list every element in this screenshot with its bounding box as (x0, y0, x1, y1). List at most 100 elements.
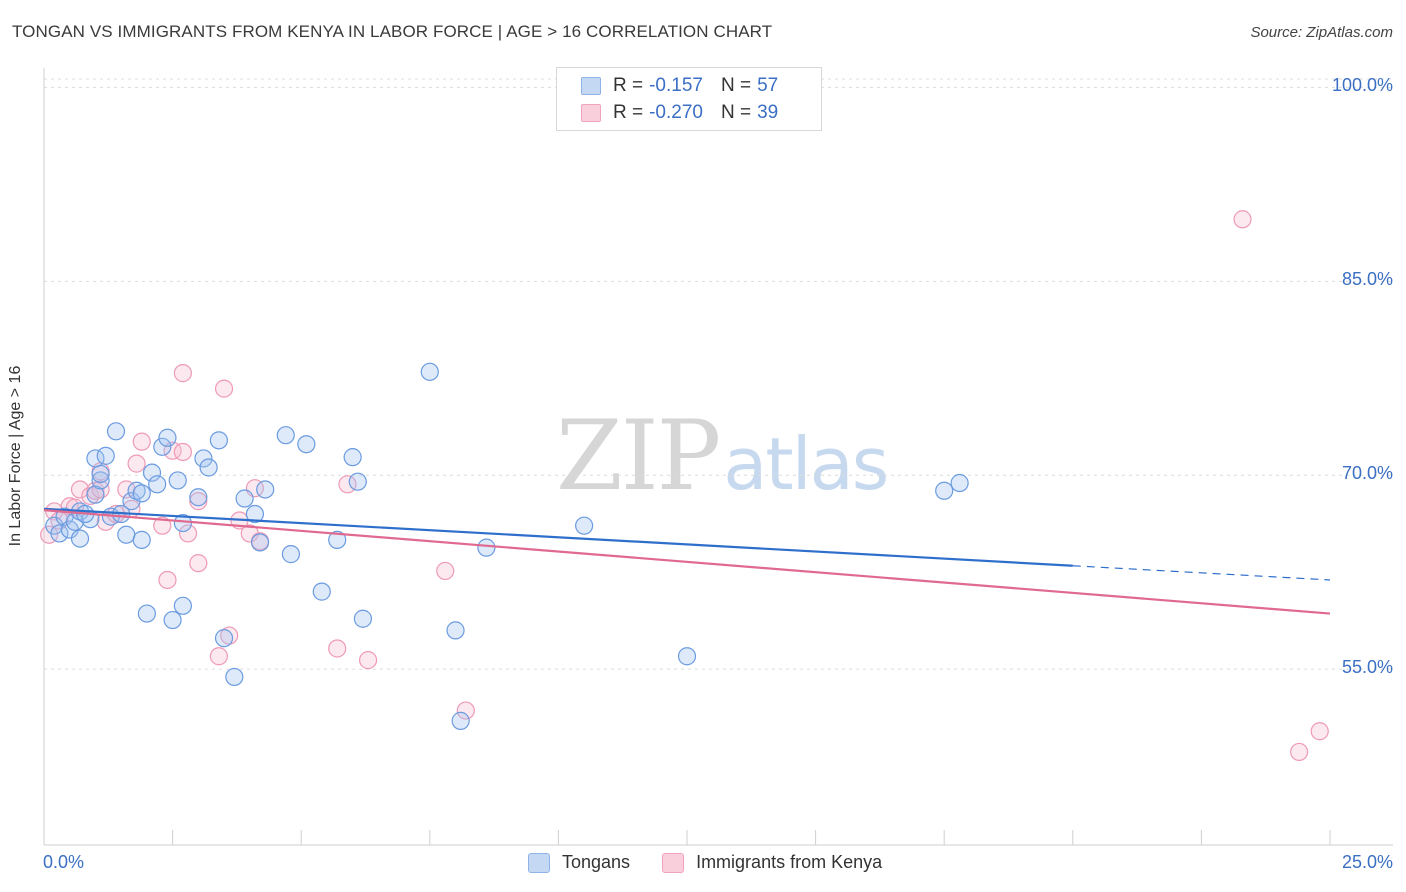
kenya-point (127, 454, 146, 473)
y-tick-label: 85.0% (1341, 269, 1393, 290)
tongans-point (173, 596, 192, 615)
kenya-point (436, 561, 455, 581)
tongans-point (935, 481, 954, 500)
kenya-point (1310, 722, 1329, 741)
tongans-point (281, 545, 301, 564)
tongans-point (312, 582, 331, 601)
kenya-point (456, 701, 475, 720)
y-tick-label: 100.0% (1331, 75, 1393, 96)
tongans-point (86, 449, 105, 468)
tongans-point (256, 480, 275, 499)
tongans-point (86, 485, 105, 504)
series-legend: Tongans Immigrants from Kenya (528, 852, 914, 873)
tongans-point (235, 489, 254, 508)
x-tick-label-min: 0.0% (43, 852, 85, 872)
tongans-point (137, 604, 156, 623)
tongans-point (950, 473, 969, 493)
tongans-point (209, 431, 228, 450)
legend-r-value: -0.270 (649, 102, 703, 123)
kenya-point (189, 492, 208, 511)
tongans-swatch (581, 77, 601, 95)
tongans-point (132, 484, 151, 503)
tongans-point (225, 667, 244, 687)
source-credit: Source: ZipAtlas.com (1250, 24, 1393, 41)
x-ticks (43, 830, 1331, 845)
legend-n-label: N = (720, 102, 752, 123)
kenya-legend-swatch (662, 852, 685, 873)
tongans-point (132, 530, 151, 549)
kenya-point (358, 651, 378, 670)
tongans-point (142, 463, 162, 482)
legend-n-value: 39 (757, 102, 779, 123)
kenya-point (173, 442, 192, 462)
tongans-point (91, 471, 110, 490)
tongans-point (50, 524, 69, 543)
y-tick-label: 55.0% (1341, 657, 1393, 678)
legend-item-tongans[interactable]: Tongans (528, 852, 630, 873)
tongans-point (420, 362, 439, 381)
tongans-point (70, 529, 90, 548)
legend-label-kenya: Immigrants from Kenya (696, 852, 883, 872)
legend-r-label: R = (613, 102, 644, 123)
tongans-trend-extension (1072, 565, 1331, 581)
kenya-point (220, 626, 239, 645)
tongans-point (276, 426, 295, 445)
kenya-swatch (581, 104, 601, 122)
tongans-point (194, 449, 213, 468)
tongans-point (297, 435, 316, 454)
tongans-point (353, 609, 373, 628)
legend-n-value: 57 (757, 75, 779, 96)
watermark-zip: ZIP (556, 400, 721, 512)
kenya-point (338, 475, 357, 494)
watermark: ZIPatlas (556, 400, 889, 512)
tongans-point (328, 530, 347, 549)
y-axis-label: In Labor Force | Age > 16 (7, 365, 24, 547)
tongans-point (343, 448, 362, 467)
tongans-point (153, 437, 172, 456)
tongans-point (158, 428, 177, 447)
legend-n-label: N = (720, 75, 752, 96)
tongans-point (117, 525, 136, 544)
legend-item-kenya[interactable]: Immigrants from Kenya (662, 852, 882, 873)
axes (43, 68, 1393, 846)
kenya-point (132, 432, 151, 451)
tongans-point (214, 629, 234, 648)
legend-label-tongans: Tongans (562, 852, 631, 872)
chart-title: TONGAN VS IMMIGRANTS FROM KENYA IN LABOR… (12, 22, 773, 41)
kenya-point (178, 524, 198, 543)
legend-row-tongans: R = -0.157 N = 57 (581, 73, 778, 99)
y-tick-label: 70.0% (1341, 463, 1393, 484)
kenya-point (158, 570, 177, 590)
watermark-atlas: atlas (723, 422, 889, 506)
kenya-trend-line (43, 509, 1331, 615)
tongans-trend-line (43, 507, 1073, 567)
tongans-point (677, 647, 697, 666)
kenya-point (1290, 742, 1309, 762)
kenya-point (173, 364, 192, 383)
legend-r-value: -0.157 (649, 75, 703, 96)
kenya-point (153, 516, 172, 535)
tongans-legend-swatch (528, 852, 550, 873)
tongans-point (245, 504, 265, 524)
tongans-point (199, 458, 218, 477)
tongans-point (250, 533, 270, 552)
kenya-point (1233, 210, 1252, 229)
kenya-point (214, 379, 234, 398)
tongans-point (148, 475, 167, 494)
tongans-point (127, 481, 146, 500)
tongans-point (189, 488, 208, 507)
tongans-point (91, 464, 110, 484)
tongans-point (575, 516, 594, 535)
stats-legend: R = -0.157 N = 57 R = -0.270 N = 39 (556, 67, 822, 131)
kenya-point (328, 639, 347, 658)
gridlines (44, 78, 1393, 670)
tongans-point (96, 446, 115, 465)
kenya-point (189, 554, 208, 573)
x-tick-label-max: 25.0% (1341, 852, 1393, 872)
tongans-point (477, 538, 496, 557)
legend-r-label: R = (613, 75, 644, 96)
legend-row-kenya: R = -0.270 N = 39 (581, 100, 778, 126)
tongans-point (451, 711, 470, 730)
tongans-point (106, 422, 126, 441)
